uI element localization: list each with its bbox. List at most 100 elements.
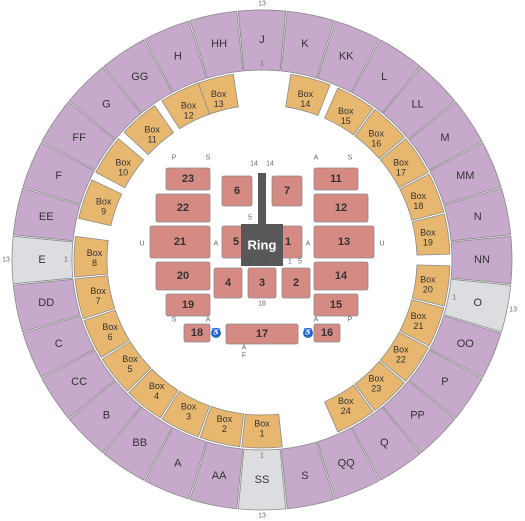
box-label: Box — [181, 100, 197, 110]
box-label: Box — [102, 322, 118, 332]
outer-label: NN — [474, 254, 490, 266]
floor-label: 7 — [284, 185, 290, 197]
row-marker: A — [306, 241, 311, 248]
row-marker: 1 — [64, 257, 68, 264]
floor-label: 5 — [233, 236, 239, 248]
row-marker: A — [214, 241, 219, 248]
row-marker: 14 — [250, 161, 258, 168]
outer-label: DD — [38, 297, 54, 309]
box-label: Box — [368, 128, 384, 138]
row-marker: P — [172, 155, 177, 162]
box-num: 23 — [371, 384, 381, 394]
box-num: 1 — [259, 429, 264, 439]
box-num: 13 — [214, 99, 224, 109]
box-label: Box — [393, 157, 409, 167]
box-label: Box — [87, 248, 103, 258]
row-marker: A — [242, 345, 247, 352]
box-num: 21 — [413, 321, 423, 331]
outer-label: MM — [456, 170, 474, 182]
row-marker: S — [348, 155, 353, 162]
box-label: Box — [144, 125, 160, 135]
row-marker: 1 — [252, 259, 256, 266]
box-label: Box — [338, 396, 354, 406]
floor-label: 4 — [225, 277, 232, 289]
outer-label: CC — [71, 376, 87, 388]
box-num: 14 — [300, 99, 310, 109]
row-marker: 13 — [258, 513, 266, 520]
box-label: Box — [115, 157, 131, 167]
outer-label: H — [174, 51, 182, 63]
box-num: 5 — [128, 364, 133, 374]
box-num: 2 — [222, 424, 227, 434]
row-marker: A — [314, 317, 319, 324]
row-marker: 5 — [298, 259, 302, 266]
box-num: 8 — [92, 258, 97, 268]
box-num: 10 — [118, 167, 128, 177]
row-marker: 1 — [452, 295, 456, 302]
floor-label: 19 — [182, 299, 194, 311]
floor-label: 6 — [234, 185, 240, 197]
outer-label: PP — [410, 410, 425, 422]
outer-label: LL — [411, 98, 423, 110]
box-num: 3 — [186, 412, 191, 422]
row-marker: 13 — [258, 1, 266, 8]
box-num: 7 — [96, 296, 101, 306]
outer-label: E — [38, 254, 45, 266]
outer-label: J — [259, 34, 265, 46]
row-marker: 1 — [260, 61, 264, 68]
outer-label: GG — [131, 71, 148, 83]
floor-label: 20 — [177, 270, 189, 282]
row-marker: S — [206, 155, 211, 162]
box-num: 11 — [147, 135, 156, 145]
floor-label: 3 — [259, 277, 265, 289]
floor-label: 14 — [335, 270, 348, 282]
outer-label: Q — [380, 437, 389, 449]
outer-label: EE — [39, 211, 54, 223]
outer-label: HH — [211, 38, 227, 50]
box-label: Box — [211, 89, 227, 99]
outer-label: N — [474, 211, 482, 223]
floor-label: 22 — [177, 202, 189, 214]
box-num: 20 — [423, 284, 433, 294]
row-marker: 14 — [266, 161, 274, 168]
floor-label: 13 — [338, 236, 350, 248]
box-label: Box — [122, 354, 138, 364]
floor-label: 17 — [256, 328, 268, 340]
box-label: Box — [411, 191, 427, 201]
floor-label: 18 — [191, 327, 203, 339]
row-marker: A — [314, 155, 319, 162]
box-label: Box — [217, 414, 233, 424]
outer-label: G — [102, 98, 111, 110]
floor-label: 1 — [285, 236, 291, 248]
box-num: 6 — [108, 332, 113, 342]
box-num: 4 — [154, 391, 159, 401]
floor-label: 21 — [174, 236, 186, 248]
outer-label: OO — [457, 338, 475, 350]
box-num: 12 — [184, 110, 194, 120]
outer-label: KK — [339, 51, 354, 63]
box-num: 24 — [341, 406, 351, 416]
box-label: Box — [420, 274, 436, 284]
row-marker: 18 — [258, 301, 266, 308]
row-marker: U — [139, 241, 144, 248]
row-marker: 13 — [509, 306, 517, 313]
box-num: 22 — [396, 355, 406, 365]
floor-label: 2 — [293, 277, 299, 289]
box-label: Box — [411, 311, 427, 321]
floor-label: 12 — [335, 202, 347, 214]
floor-label: 16 — [321, 327, 333, 339]
row-marker: A — [206, 317, 211, 324]
row-marker: F — [242, 353, 246, 360]
row-marker: U — [379, 241, 384, 248]
outer-label: S — [301, 470, 308, 482]
row-marker: 13 — [2, 257, 10, 264]
outer-label: O — [473, 297, 482, 309]
box-label: Box — [338, 106, 354, 116]
outer-label: C — [55, 338, 63, 350]
outer-label: SS — [255, 474, 270, 486]
outer-label: QQ — [338, 457, 356, 469]
box-num: 15 — [341, 116, 351, 126]
row-marker: 1 — [288, 259, 292, 266]
outer-label: FF — [72, 132, 86, 144]
row-marker: 1 — [258, 215, 262, 222]
